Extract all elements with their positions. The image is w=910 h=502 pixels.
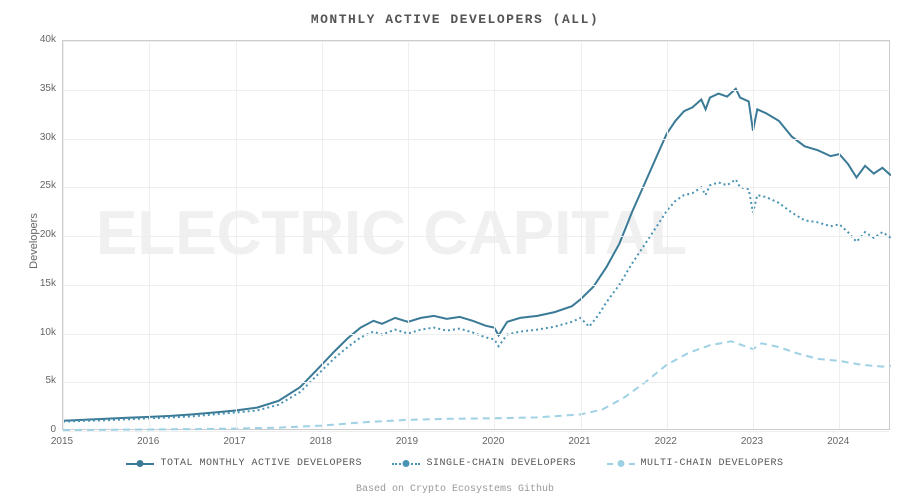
y-tick-label: 0 xyxy=(30,424,56,435)
legend-label-total: TOTAL MONTHLY ACTIVE DEVELOPERS xyxy=(160,458,362,469)
x-tick-label: 2019 xyxy=(396,436,418,447)
source-text: Based on Crypto Ecosystems Github xyxy=(0,484,910,495)
x-tick-label: 2018 xyxy=(310,436,332,447)
plot-area xyxy=(62,40,890,430)
y-tick-label: 10k xyxy=(30,327,56,338)
legend-swatch-multi xyxy=(607,459,635,469)
y-gridline xyxy=(63,334,889,335)
x-tick-label: 2017 xyxy=(223,436,245,447)
x-tick-label: 2016 xyxy=(137,436,159,447)
y-gridline xyxy=(63,41,889,42)
x-tick-label: 2021 xyxy=(568,436,590,447)
x-gridline xyxy=(667,41,668,429)
legend-item-single: SINGLE-CHAIN DEVELOPERS xyxy=(392,458,576,469)
y-tick-label: 25k xyxy=(30,180,56,191)
legend-item-multi: MULTI-CHAIN DEVELOPERS xyxy=(607,458,784,469)
x-gridline xyxy=(494,41,495,429)
y-gridline xyxy=(63,236,889,237)
y-axis-label: Developers xyxy=(28,213,40,269)
x-tick-label: 2020 xyxy=(482,436,504,447)
x-gridline xyxy=(408,41,409,429)
y-tick-label: 20k xyxy=(30,229,56,240)
x-tick-label: 2024 xyxy=(827,436,849,447)
y-tick-label: 30k xyxy=(30,132,56,143)
x-gridline xyxy=(63,41,64,429)
x-gridline xyxy=(839,41,840,429)
y-tick-label: 5k xyxy=(30,375,56,386)
y-tick-label: 15k xyxy=(30,278,56,289)
y-gridline xyxy=(63,382,889,383)
x-gridline xyxy=(149,41,150,429)
chart-container: MONTHLY ACTIVE DEVELOPERS (ALL) ELECTRIC… xyxy=(0,0,910,502)
legend-swatch-single xyxy=(392,459,420,469)
x-gridline xyxy=(236,41,237,429)
series-line xyxy=(63,341,891,430)
x-gridline xyxy=(581,41,582,429)
legend: TOTAL MONTHLY ACTIVE DEVELOPERS SINGLE-C… xyxy=(0,458,910,473)
series-line xyxy=(63,179,891,421)
legend-label-single: SINGLE-CHAIN DEVELOPERS xyxy=(426,458,576,469)
y-tick-label: 40k xyxy=(30,34,56,45)
legend-label-multi: MULTI-CHAIN DEVELOPERS xyxy=(641,458,784,469)
y-gridline xyxy=(63,431,889,432)
y-gridline xyxy=(63,90,889,91)
y-gridline xyxy=(63,187,889,188)
y-gridline xyxy=(63,285,889,286)
legend-item-total: TOTAL MONTHLY ACTIVE DEVELOPERS xyxy=(126,458,362,469)
x-tick-label: 2023 xyxy=(741,436,763,447)
x-gridline xyxy=(753,41,754,429)
legend-swatch-total xyxy=(126,459,154,469)
y-gridline xyxy=(63,139,889,140)
y-tick-label: 35k xyxy=(30,83,56,94)
x-tick-label: 2015 xyxy=(51,436,73,447)
chart-title: MONTHLY ACTIVE DEVELOPERS (ALL) xyxy=(0,0,910,27)
x-tick-label: 2022 xyxy=(655,436,677,447)
x-gridline xyxy=(322,41,323,429)
